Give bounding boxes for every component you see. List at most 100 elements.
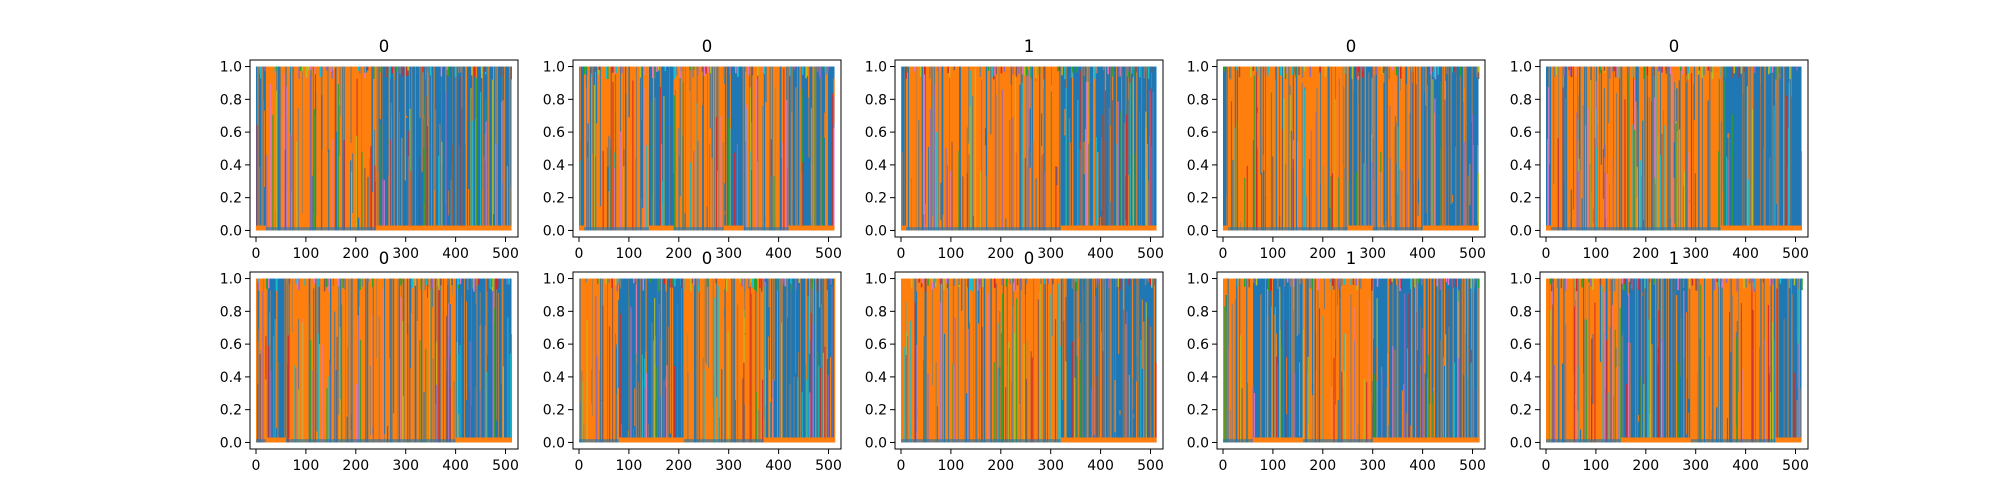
series-streak xyxy=(491,278,494,291)
series-streak xyxy=(1136,66,1138,231)
series-streak xyxy=(1314,278,1316,443)
series-streak xyxy=(1267,66,1270,73)
series-streak xyxy=(1119,66,1122,76)
series-streak xyxy=(824,66,827,73)
minor-series xyxy=(1230,71,1479,231)
plot-area xyxy=(900,66,1157,231)
series-streak xyxy=(393,66,395,71)
series-streak xyxy=(298,278,300,291)
series-streak xyxy=(810,107,812,231)
top-edge-noise xyxy=(583,66,829,80)
series-streak xyxy=(805,66,807,79)
series-streak xyxy=(1374,66,1377,77)
series-streak xyxy=(1703,278,1705,443)
series-streak xyxy=(334,311,336,443)
series-streak xyxy=(1330,176,1332,231)
series-streak xyxy=(1618,367,1620,443)
series-streak xyxy=(1682,278,1685,289)
series-streak xyxy=(789,66,791,77)
series-streak xyxy=(1463,278,1465,375)
y-tick-label: 0.8 xyxy=(865,92,887,108)
series-streak xyxy=(1800,151,1803,231)
baseline-band xyxy=(788,225,835,231)
series-streak xyxy=(1640,376,1642,443)
series-streak xyxy=(906,331,908,443)
series-streak xyxy=(968,66,970,144)
series-streak xyxy=(1054,319,1057,443)
series-streak xyxy=(959,66,960,212)
series-streak xyxy=(1657,137,1659,231)
series-streak xyxy=(1619,66,1620,231)
series-streak xyxy=(1608,392,1610,443)
series-streak xyxy=(644,388,646,443)
series-streak xyxy=(615,66,617,73)
series-streak xyxy=(1075,278,1078,291)
series-streak xyxy=(1742,66,1744,95)
series-streak xyxy=(1352,278,1355,286)
series-streak xyxy=(363,66,366,73)
series-streak xyxy=(1760,66,1761,231)
series-streak xyxy=(1764,339,1766,443)
x-tick-label: 300 xyxy=(1359,246,1386,262)
series-streak xyxy=(1141,299,1143,369)
series-streak xyxy=(1669,217,1671,231)
series-streak xyxy=(493,66,495,215)
series-streak xyxy=(1788,83,1790,231)
series-streak xyxy=(497,66,498,231)
series-streak xyxy=(825,66,826,231)
series-streak xyxy=(1410,71,1413,231)
series-streak xyxy=(1573,306,1576,443)
series-streak xyxy=(1437,66,1439,75)
series-streak xyxy=(1317,278,1319,443)
series-streak xyxy=(1058,66,1060,231)
series-streak xyxy=(1452,278,1454,443)
series-streak xyxy=(1311,383,1314,391)
series-streak xyxy=(724,309,726,443)
series-streak xyxy=(1051,278,1053,337)
series-streak xyxy=(1144,278,1147,286)
series-streak xyxy=(1387,278,1389,443)
series-streak xyxy=(1547,87,1550,231)
series-streak xyxy=(796,66,798,231)
series-streak xyxy=(597,66,600,75)
series-streak xyxy=(1000,333,1003,443)
series-streak xyxy=(591,66,593,78)
series-streak xyxy=(367,278,370,283)
series-streak xyxy=(1285,357,1288,415)
series-streak xyxy=(287,335,289,443)
series-streak xyxy=(1721,278,1723,288)
series-streak xyxy=(1357,66,1360,72)
series-streak xyxy=(1797,343,1799,443)
series-streak xyxy=(423,147,425,231)
series-streak xyxy=(1771,73,1773,231)
series-streak xyxy=(1071,66,1074,231)
baseline-band xyxy=(723,225,744,231)
series-streak xyxy=(1477,173,1479,231)
series-streak xyxy=(1651,344,1653,443)
series-streak xyxy=(1428,354,1430,443)
series-streak xyxy=(994,67,996,231)
series-streak xyxy=(1415,84,1417,231)
y-tick-label: 1.0 xyxy=(220,60,242,76)
series-streak xyxy=(1405,66,1407,85)
series-streak xyxy=(935,278,937,288)
series-streak xyxy=(825,66,828,75)
series-streak xyxy=(1311,278,1313,290)
baseline-band xyxy=(285,439,456,443)
series-streak xyxy=(1355,278,1358,286)
series-streak xyxy=(438,155,440,231)
series-streak xyxy=(1234,127,1236,231)
series-streak xyxy=(1077,338,1079,443)
series-streak xyxy=(476,286,478,443)
series-streak xyxy=(1236,278,1239,287)
series-streak xyxy=(1578,158,1580,231)
series-streak xyxy=(763,66,766,75)
series-streak xyxy=(1024,157,1027,231)
plot-area xyxy=(900,278,1157,443)
series-streak xyxy=(1131,278,1133,443)
series-streak xyxy=(1096,66,1099,74)
series-streak xyxy=(769,278,772,403)
series-streak xyxy=(1742,369,1744,443)
series-streak xyxy=(1011,66,1012,231)
series-streak xyxy=(1724,66,1727,79)
